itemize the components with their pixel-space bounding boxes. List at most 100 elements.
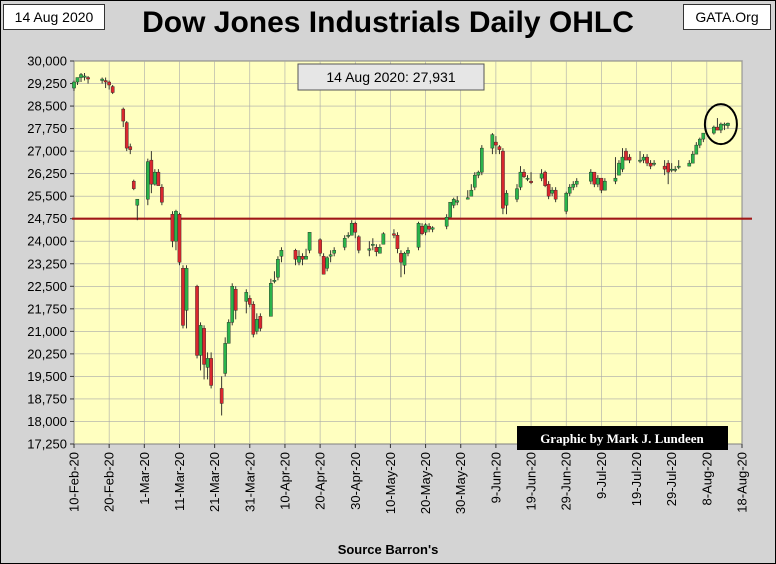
candle-body xyxy=(100,78,104,81)
candle-body xyxy=(318,239,322,254)
candle-body xyxy=(374,247,379,252)
candle-body xyxy=(209,358,213,386)
y-tick-label: 17,250 xyxy=(27,437,67,452)
candle-body xyxy=(529,180,533,183)
x-tick-label: 8-Aug-20 xyxy=(699,452,714,505)
candle-body xyxy=(371,244,375,246)
candle-body xyxy=(701,132,706,140)
candle-body xyxy=(202,328,206,365)
candle-body xyxy=(258,316,263,329)
annotation-box xyxy=(297,63,485,91)
candle-body xyxy=(698,138,702,146)
candle-body xyxy=(247,298,252,305)
candle-body xyxy=(251,304,256,335)
candle-body xyxy=(423,224,428,233)
brand-label: GATA.Org xyxy=(683,4,771,30)
candle-body xyxy=(325,257,329,269)
candle-body xyxy=(146,161,150,200)
candle-body xyxy=(255,319,259,332)
x-tick-label: 29-Jun-20 xyxy=(559,452,574,511)
candle-body xyxy=(149,159,154,185)
y-tick-label: 25,500 xyxy=(27,189,67,204)
candle-body xyxy=(420,226,424,234)
candle-body xyxy=(156,171,161,186)
candle-body xyxy=(300,256,305,260)
candle-body xyxy=(669,168,674,171)
candle-body xyxy=(525,177,530,180)
candle-body xyxy=(198,325,203,356)
candle-body xyxy=(719,123,723,131)
candle-body xyxy=(451,198,456,206)
x-tick-label: 19-Jul-20 xyxy=(629,452,644,506)
candle-body xyxy=(402,253,407,266)
y-tick-label: 26,250 xyxy=(27,166,67,181)
y-tick-label: 29,250 xyxy=(27,76,67,91)
candle-body xyxy=(712,126,716,134)
x-tick-label: 11-Mar-20 xyxy=(172,452,187,511)
candle-body xyxy=(279,250,284,257)
candle-body xyxy=(392,233,396,236)
x-tick-label: 9-Jul-20 xyxy=(594,452,609,499)
x-tick-label: 20-Apr-20 xyxy=(313,452,328,510)
candle-body xyxy=(219,388,224,404)
x-tick-label: 30-May-20 xyxy=(453,452,468,514)
candle-body xyxy=(378,247,382,254)
candle-body xyxy=(332,250,336,254)
candle-body xyxy=(170,213,175,242)
candle-body xyxy=(564,192,569,212)
x-tick-label: 20-Feb-20 xyxy=(102,452,117,512)
candle-body xyxy=(195,286,199,356)
candle-body xyxy=(416,223,421,248)
x-tick-label: 29-Jul-20 xyxy=(664,452,679,506)
candle-body xyxy=(480,147,484,173)
candle-body xyxy=(86,77,90,80)
candle-body xyxy=(223,343,227,374)
x-tick-label: 10-May-20 xyxy=(383,452,398,514)
x-tick-label: 1-Mar-20 xyxy=(137,452,152,505)
candle-body xyxy=(395,235,400,249)
candle-body xyxy=(244,292,249,302)
y-tick-label: 27,750 xyxy=(27,121,67,136)
y-tick-label: 27,000 xyxy=(27,144,67,159)
candle-body xyxy=(645,156,649,164)
candle-body xyxy=(75,77,80,83)
y-tick-label: 21,750 xyxy=(27,301,67,316)
x-tick-label: 10-Feb-20 xyxy=(67,452,82,512)
y-tick-label: 24,000 xyxy=(27,234,67,249)
candle-body xyxy=(497,146,502,150)
candle-body xyxy=(128,146,133,150)
date-label: 14 Aug 2020 xyxy=(3,4,105,30)
x-tick-label: 20-May-20 xyxy=(418,452,433,514)
candle-body xyxy=(293,250,298,260)
candle-body xyxy=(522,171,526,177)
candle-body xyxy=(230,286,235,323)
x-tick-label: 31-Mar-20 xyxy=(242,452,257,512)
candle-body xyxy=(353,223,358,233)
x-tick-label: 21-Mar-20 xyxy=(207,452,222,512)
candle-body xyxy=(184,268,189,311)
candle-body xyxy=(205,358,210,368)
candle-body xyxy=(269,283,273,317)
candle-body xyxy=(546,183,551,197)
candle-body xyxy=(427,226,431,230)
candle-body xyxy=(687,162,692,167)
candle-body xyxy=(592,171,597,185)
candle-body xyxy=(617,162,621,176)
candle-body xyxy=(490,134,495,149)
candle-body xyxy=(455,200,460,203)
candle-body xyxy=(124,122,129,149)
candle-body xyxy=(473,174,477,188)
candle-body xyxy=(722,123,727,126)
y-tick-label: 30,000 xyxy=(27,54,67,69)
candle-body xyxy=(567,186,572,194)
candle-body xyxy=(107,81,111,86)
candle-body xyxy=(504,192,509,206)
y-tick-label: 23,250 xyxy=(27,256,67,271)
candle-body xyxy=(153,171,157,185)
y-tick-label: 22,500 xyxy=(27,279,67,294)
candle-body xyxy=(676,165,681,168)
candle-body xyxy=(367,248,372,251)
y-tick-label: 19,500 xyxy=(27,369,67,384)
candle-body xyxy=(599,177,604,191)
